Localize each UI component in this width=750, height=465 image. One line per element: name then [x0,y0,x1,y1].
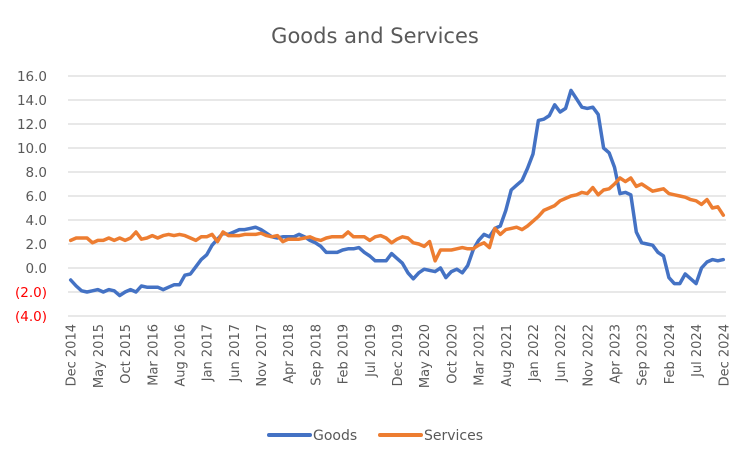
chart-title: Goods and Services [271,24,479,48]
y-tick-label: 0.0 [26,261,47,277]
x-tick-label: Jun 2022 [554,324,569,383]
x-tick-label: Sep 2018 [309,324,324,386]
y-tick-label: 8.0 [26,165,47,181]
x-tick-label: Dec 2014 [65,324,80,386]
legend-goods-label: Goods [313,428,357,444]
x-tick-label: Nov 2022 [581,324,596,387]
x-tick-label: Apr 2023 [609,324,624,384]
gridlines [68,75,726,317]
x-tick-label: Jan 2022 [527,324,542,382]
legend: Goods Services [267,428,483,444]
y-tick-label: (2.0) [15,285,47,301]
x-tick-label: Mar 2021 [473,324,488,386]
y-axis-tick-labels: 16.0 14.0 12.0 10.0 8.0 6.0 4.0 2.0 0.0 (2.0) (4.0… [15,69,47,325]
x-tick-label: Nov 2017 [255,324,270,387]
series-line-goods [68,88,726,298]
y-tick-label: 14.0 [17,93,47,109]
x-tick-label: Oct 2015 [119,324,134,384]
series-lines [68,88,726,298]
x-tick-label: Feb 2024 [663,324,678,384]
y-tick-label: 16.0 [17,69,47,85]
x-tick-label: Apr 2018 [282,324,297,384]
x-tick-label: Mar 2016 [146,324,161,386]
x-tick-label: Oct 2020 [445,324,460,384]
legend-services-label: Services [424,428,483,444]
x-tick-label: Aug 2021 [500,324,515,387]
x-tick-label: May 2020 [418,324,433,388]
y-tick-label: 2.0 [26,237,47,253]
y-tick-label: 6.0 [26,189,47,205]
y-tick-label: (4.0) [15,309,47,325]
y-tick-label: 10.0 [17,141,47,157]
x-tick-label: Jul 2024 [690,324,705,378]
series-line-services [68,176,726,263]
x-axis-tick-labels: Dec 2014 May 2015 Oct 2015 Mar 2016 Aug 2016… [65,324,733,388]
y-tick-label: 12.0 [17,117,47,133]
x-tick-label: Sep 2023 [636,324,651,386]
x-tick-label: Jan 2017 [201,324,216,382]
x-tick-label: Jul 2019 [364,324,379,378]
x-tick-label: Dec 2019 [391,324,406,386]
x-tick-label: May 2015 [92,324,107,388]
x-tick-label: Jun 2017 [228,324,243,383]
x-tick-label: Aug 2016 [173,324,188,387]
x-tick-label: Dec 2024 [717,324,732,386]
y-tick-label: 4.0 [26,213,47,229]
x-tick-label: Feb 2019 [337,324,352,384]
